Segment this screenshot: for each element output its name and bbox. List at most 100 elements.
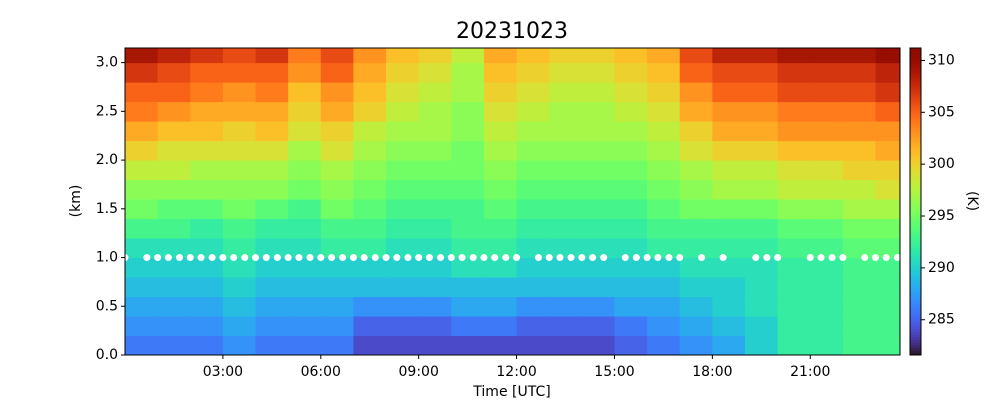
heatmap-cell <box>451 121 485 142</box>
heatmap-cell <box>483 199 518 220</box>
heatmap-cell <box>353 160 387 181</box>
colorbar-segment <box>910 209 921 213</box>
heatmap-cell <box>222 277 257 298</box>
heatmap-cell <box>647 82 681 103</box>
heatmap-cell <box>386 257 420 278</box>
marker <box>600 254 608 262</box>
heatmap-cell <box>483 257 518 278</box>
heatmap-cell <box>451 82 485 103</box>
marker <box>578 254 586 262</box>
marker <box>317 254 325 262</box>
heatmap-cell <box>516 140 550 161</box>
heatmap-cell <box>810 121 844 142</box>
heatmap-cell <box>386 62 420 83</box>
marker <box>393 254 401 262</box>
heatmap-cell <box>483 238 518 259</box>
heatmap-cell <box>581 140 615 161</box>
colorbar-segment <box>910 206 921 210</box>
colorbar-segment <box>910 329 921 333</box>
heatmap-cell <box>875 296 900 317</box>
colorbar-tick-label: 285 <box>928 312 955 328</box>
heatmap-cell <box>451 101 485 122</box>
heatmap-cell <box>647 48 681 64</box>
marker <box>817 254 825 262</box>
colorbar-segment <box>910 244 921 249</box>
heatmap-cell <box>320 238 354 259</box>
heatmap-cell <box>125 121 159 142</box>
heatmap-cell <box>745 296 779 317</box>
colorbar-tick-label: 305 <box>928 104 955 120</box>
marker <box>447 254 455 262</box>
heatmap-cell <box>516 179 550 200</box>
colorbar-segment <box>910 301 921 305</box>
heatmap-cell <box>810 179 844 200</box>
heatmap-cell <box>288 238 322 259</box>
heatmap-cell <box>222 48 257 64</box>
heatmap-cell <box>745 316 779 337</box>
heatmap-cell <box>288 335 322 355</box>
marker <box>425 254 433 262</box>
colorbar-segment <box>910 73 921 77</box>
heatmap-cell <box>451 335 485 355</box>
heatmap-cell <box>679 257 713 278</box>
colorbar-segment <box>910 303 921 307</box>
heatmap-cell <box>451 277 485 298</box>
heatmap-cell <box>842 101 877 122</box>
heatmap-cell <box>842 277 877 298</box>
heatmap-cell <box>157 316 191 337</box>
colorbar-segment <box>910 88 921 92</box>
heatmap-cell <box>614 48 648 64</box>
heatmap-cell <box>320 257 354 278</box>
marker <box>643 254 651 262</box>
colorbar-segment <box>910 268 921 272</box>
heatmap-cell <box>386 199 420 220</box>
heatmap-cell <box>157 296 191 317</box>
heatmap-cell <box>581 199 615 220</box>
colorbar-segment <box>910 288 921 292</box>
heatmap-cell <box>842 179 877 200</box>
heatmap-cell <box>745 160 779 181</box>
heatmap-cell <box>745 218 779 239</box>
heatmap-cell <box>320 218 354 239</box>
colorbar-segment <box>910 255 921 259</box>
heatmap-cell <box>777 218 811 239</box>
heatmap-cell <box>679 101 713 122</box>
colorbar-segment <box>910 127 921 131</box>
colorbar-segment <box>910 262 921 266</box>
heatmap-cell <box>810 62 844 83</box>
marker <box>763 254 771 262</box>
heatmap-cell <box>842 82 877 103</box>
colorbar-segment <box>910 273 921 277</box>
colorbar-segment <box>910 94 921 98</box>
heatmap-cell <box>810 101 844 122</box>
heatmap-cell <box>418 48 452 64</box>
heatmap-cell <box>712 62 746 83</box>
colorbar-segment <box>910 81 921 85</box>
y-tick-label: 0.5 <box>96 298 118 314</box>
marker <box>164 254 172 262</box>
marker <box>480 254 488 262</box>
heatmap-cell <box>516 316 550 337</box>
marker <box>589 254 597 262</box>
marker <box>186 254 194 262</box>
colorbar-segment <box>910 178 921 182</box>
heatmap-cell <box>712 335 746 355</box>
colorbar-segment <box>910 68 921 72</box>
heatmap-cell <box>157 82 191 103</box>
heatmap-cell <box>125 335 159 355</box>
heatmap-cell <box>418 62 452 83</box>
colorbar-segment <box>910 334 921 338</box>
colorbar-segment <box>910 124 921 128</box>
heatmap-cell <box>255 82 289 103</box>
heatmap-cell <box>418 140 452 161</box>
colorbar-segment <box>910 109 921 113</box>
heatmap-cell <box>679 238 713 259</box>
colorbar-segment <box>910 71 921 75</box>
colorbar-segment <box>910 331 921 336</box>
heatmap-cell <box>125 179 159 200</box>
heatmap-cell <box>842 48 877 64</box>
heatmap-cell <box>190 218 224 239</box>
heatmap-cell <box>614 82 648 103</box>
colorbar-segment <box>910 55 921 59</box>
heatmap-cell <box>581 257 615 278</box>
